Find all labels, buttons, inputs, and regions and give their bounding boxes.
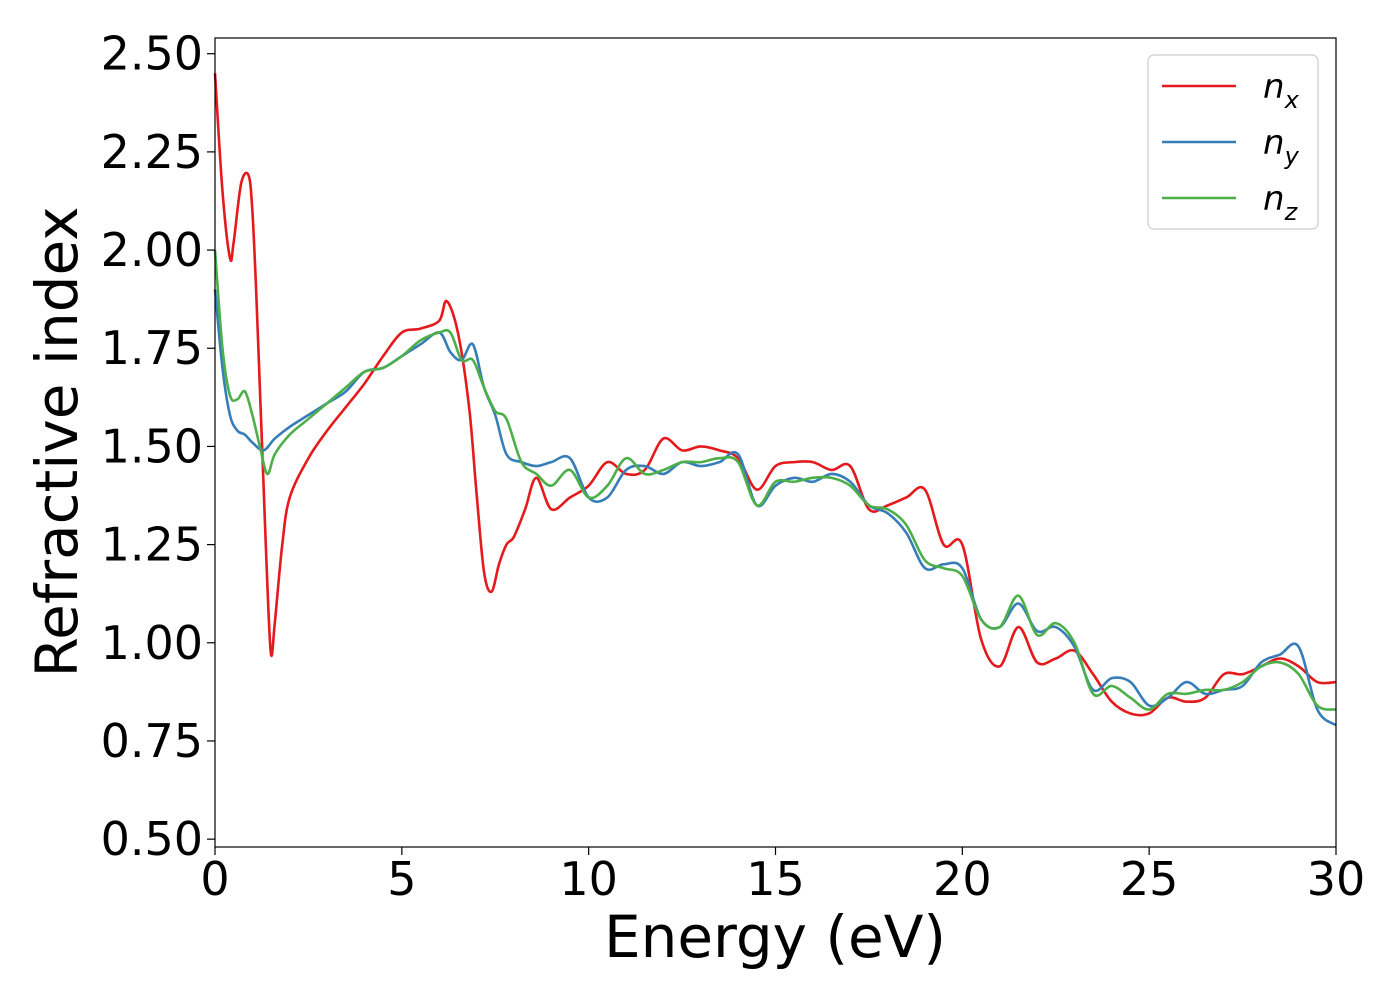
y-tick-label: 1.25 — [101, 518, 203, 572]
x-tick-label: 5 — [387, 852, 416, 906]
y-tick-label: 2.50 — [101, 27, 203, 81]
x-tick-label: 30 — [1307, 852, 1366, 906]
series-line-x — [213, 73, 1337, 717]
y-axis: 0.50 0.75 1.00 1.25 1.50 1.75 2.00 2.25 2.50 — [101, 27, 215, 866]
x-tick-label: 15 — [746, 852, 805, 906]
x-axis: 0 5 10 15 20 25 30 — [200, 847, 1365, 906]
y-tick-label: 1.00 — [101, 616, 203, 670]
series-layer — [213, 73, 1337, 727]
y-tick-label: 2.25 — [101, 125, 203, 179]
y-tick-label: 1.50 — [101, 419, 203, 473]
y-tick-label: 0.50 — [101, 812, 203, 866]
x-axis-title: Energy (eV) — [604, 903, 946, 971]
y-tick-label: 0.75 — [101, 714, 203, 768]
x-tick-label: 10 — [559, 852, 618, 906]
x-tick-label: 25 — [1120, 852, 1179, 906]
y-axis-title: Refractive index — [23, 206, 91, 677]
x-tick-label: 0 — [200, 852, 229, 906]
series-line-z — [213, 249, 1337, 711]
y-tick-label: 1.75 — [101, 321, 203, 375]
legend-label-subscript: z — [1284, 198, 1299, 226]
legend-label-subscript: x — [1284, 86, 1300, 114]
series-line-y — [213, 289, 1337, 727]
x-tick-label: 20 — [933, 852, 992, 906]
y-tick-label: 2.00 — [101, 223, 203, 277]
legend-label-subscript: y — [1284, 142, 1300, 170]
